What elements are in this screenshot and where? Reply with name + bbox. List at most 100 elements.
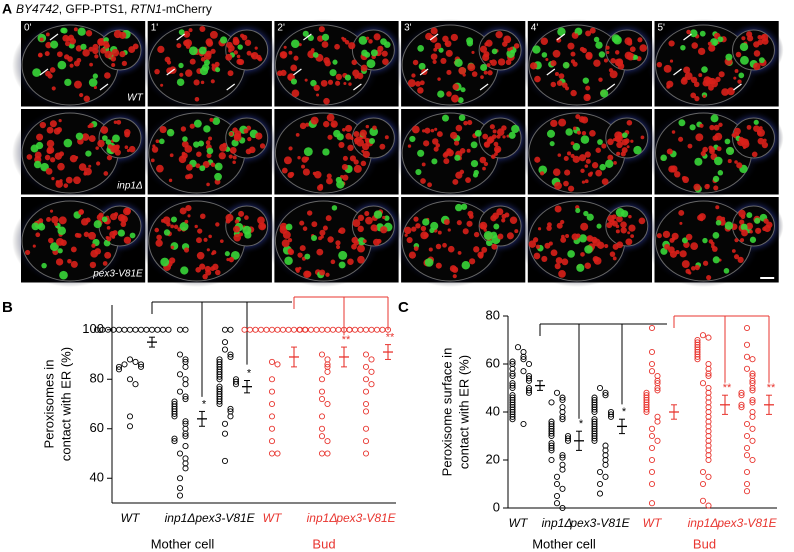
er <box>707 41 712 46</box>
er <box>56 51 63 58</box>
er <box>39 37 44 42</box>
er <box>67 258 72 264</box>
er <box>97 139 105 148</box>
er <box>225 53 233 61</box>
data-point <box>525 389 533 396</box>
er <box>570 141 575 146</box>
data-point <box>648 480 656 488</box>
data-point <box>324 326 331 333</box>
er <box>550 119 558 128</box>
peroxisome <box>198 46 207 55</box>
peroxisome <box>604 159 614 169</box>
er <box>425 32 433 41</box>
er <box>601 178 609 186</box>
er <box>612 243 619 250</box>
er <box>584 151 591 158</box>
peroxisome <box>366 59 376 69</box>
peroxisome <box>357 237 366 246</box>
er <box>102 40 110 48</box>
data-point <box>362 408 370 415</box>
er <box>169 257 176 264</box>
peroxisome <box>506 49 515 58</box>
er <box>471 71 478 77</box>
er <box>379 143 386 150</box>
er <box>606 50 610 55</box>
er <box>326 113 335 122</box>
er <box>45 41 52 49</box>
er <box>424 127 431 134</box>
data-point <box>362 363 370 370</box>
y-axis-label: Peroxisomes in <box>41 360 56 449</box>
er <box>753 50 761 57</box>
data-point <box>564 437 572 444</box>
category-label: pex3-V81E <box>569 516 630 530</box>
data-point <box>176 326 184 333</box>
y-tick-label: 80 <box>486 307 500 322</box>
data-point <box>553 492 561 500</box>
data-point <box>559 413 566 420</box>
data-point <box>176 351 184 358</box>
er <box>702 260 709 266</box>
er <box>66 37 71 42</box>
peroxisome <box>712 175 720 183</box>
peroxisome <box>64 78 72 87</box>
er <box>321 41 329 48</box>
er <box>225 218 231 224</box>
er <box>154 68 160 75</box>
er <box>610 57 616 64</box>
peroxisome <box>307 34 314 42</box>
data-point <box>749 425 756 432</box>
arrow <box>303 33 312 41</box>
data-point <box>216 376 223 383</box>
er <box>233 233 242 242</box>
peroxisome <box>724 221 734 230</box>
er <box>107 144 113 149</box>
peroxisome <box>163 229 171 236</box>
er <box>347 258 354 265</box>
category-label: pex3-V81E <box>335 511 396 525</box>
er <box>319 229 326 236</box>
er <box>465 177 471 184</box>
er <box>302 168 310 176</box>
peroxisome <box>466 37 474 45</box>
er <box>430 128 435 133</box>
er <box>547 222 552 227</box>
er <box>373 33 381 41</box>
er <box>73 27 78 32</box>
er <box>195 163 201 169</box>
data-point <box>126 423 134 430</box>
data-point <box>268 400 276 408</box>
er <box>501 218 506 223</box>
peroxisome <box>580 135 590 144</box>
er <box>334 43 340 50</box>
significance: ** <box>386 332 395 344</box>
er <box>306 210 313 216</box>
category-label: WT <box>121 511 141 525</box>
peroxisome <box>417 149 425 157</box>
er <box>561 258 569 266</box>
er <box>546 225 552 231</box>
er <box>656 61 663 68</box>
data-point <box>602 461 609 468</box>
er <box>706 184 710 188</box>
er <box>709 124 715 131</box>
er <box>381 50 388 57</box>
peroxisome <box>160 257 170 267</box>
peroxisome <box>598 51 606 58</box>
er <box>690 266 696 271</box>
peroxisome <box>599 163 606 171</box>
group-label: Mother cell <box>151 536 215 551</box>
er <box>539 171 545 176</box>
er <box>50 157 56 163</box>
er <box>567 151 572 156</box>
er <box>185 69 193 77</box>
er <box>702 149 706 153</box>
peroxisome <box>57 60 67 70</box>
er <box>514 229 519 234</box>
er <box>613 161 617 165</box>
er <box>575 114 581 120</box>
peroxisome <box>384 215 390 221</box>
er <box>39 121 47 129</box>
er <box>639 44 648 52</box>
er <box>442 242 447 248</box>
